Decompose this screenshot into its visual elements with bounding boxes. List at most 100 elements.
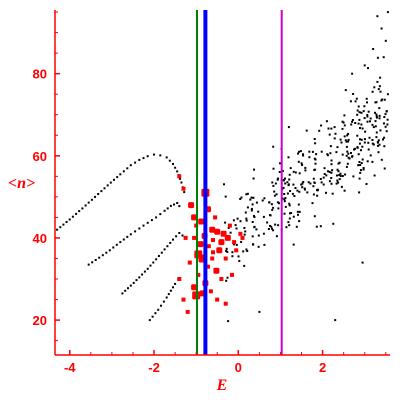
cloud-point xyxy=(380,27,383,30)
cloud-point xyxy=(243,227,246,229)
band-point xyxy=(172,163,174,165)
band-point xyxy=(115,243,118,246)
red-point xyxy=(177,277,182,281)
cloud-point xyxy=(312,177,315,180)
cloud-point xyxy=(284,205,287,208)
cloud-point xyxy=(363,138,366,141)
cloud-point xyxy=(330,159,333,162)
cloud-point xyxy=(225,249,228,252)
cloud-point xyxy=(334,319,337,322)
cloud-point xyxy=(284,177,286,180)
cloud-point xyxy=(329,145,332,148)
x-tick-label: -2 xyxy=(148,360,160,375)
cloud-point xyxy=(296,189,299,192)
cloud-point xyxy=(273,194,276,197)
cloud-point xyxy=(348,157,351,160)
cloud-point xyxy=(262,232,265,235)
cloud-point xyxy=(339,172,342,175)
cloud-point xyxy=(376,56,379,59)
band-point xyxy=(121,292,124,295)
cloud-point xyxy=(311,202,314,205)
band-point xyxy=(101,254,104,257)
cloud-point xyxy=(246,206,249,209)
red-point xyxy=(185,309,190,314)
cloud-point xyxy=(279,162,281,165)
cloud-point xyxy=(333,126,336,129)
cloud-point xyxy=(253,216,256,218)
red-point xyxy=(191,284,198,291)
band-point xyxy=(149,264,152,267)
cloud-point xyxy=(325,174,328,177)
cloud-point xyxy=(272,184,275,187)
band-point xyxy=(154,312,157,315)
axis-ticks: -4 -2 0 2 20 40 60 80 xyxy=(33,11,387,375)
cloud-point xyxy=(225,247,228,250)
band-point xyxy=(165,156,168,159)
cloud-point xyxy=(367,110,370,113)
cloud-point xyxy=(350,123,353,126)
red-point xyxy=(196,272,201,277)
cloud-point xyxy=(339,138,342,141)
cloud-point xyxy=(376,80,379,83)
band-point xyxy=(150,219,153,222)
cloud-point xyxy=(386,93,389,96)
cloud-point xyxy=(234,224,237,227)
band-point xyxy=(141,273,144,276)
cloud-point xyxy=(262,215,265,218)
cloud-point xyxy=(366,120,369,123)
cloud-point xyxy=(366,115,369,118)
cloud-point xyxy=(244,230,247,233)
band-point xyxy=(178,205,181,208)
cloud-point xyxy=(227,226,230,229)
cloud-point xyxy=(356,146,359,149)
cloud-point xyxy=(339,175,342,177)
cloud-point xyxy=(272,206,275,209)
cloud-point xyxy=(356,134,359,137)
cloud-point xyxy=(292,215,295,218)
band-point xyxy=(62,223,65,226)
cloud-point xyxy=(383,145,386,148)
cloud-point xyxy=(288,224,291,227)
cloud-point xyxy=(357,164,360,167)
band-point xyxy=(94,195,96,198)
cloud-point xyxy=(297,213,299,216)
cloud-point xyxy=(283,193,286,195)
cloud-point xyxy=(358,177,361,180)
cloud-point xyxy=(320,181,323,184)
cloud-point xyxy=(323,173,326,175)
cloud-point xyxy=(287,184,290,187)
band-point xyxy=(109,181,112,184)
band-point xyxy=(143,270,146,273)
cloud-point xyxy=(360,111,363,114)
band-point xyxy=(166,207,169,210)
cloud-point xyxy=(231,251,234,254)
cloud-point xyxy=(345,145,348,148)
cloud-point xyxy=(250,196,253,199)
red-point xyxy=(219,277,224,281)
cloud-point xyxy=(317,188,319,191)
cloud-point xyxy=(385,110,388,113)
cloud-point xyxy=(304,169,307,172)
cloud-point xyxy=(328,133,331,136)
cloud-point xyxy=(375,113,378,116)
cloud-point xyxy=(353,148,355,151)
cloud-point xyxy=(272,229,275,232)
red-point xyxy=(213,267,220,274)
cloud-point xyxy=(293,195,296,197)
band-point xyxy=(132,281,135,284)
band-point xyxy=(175,235,178,238)
cloud-point xyxy=(312,185,315,188)
cloud-point xyxy=(273,190,276,193)
cloud-point xyxy=(297,152,299,155)
band-point xyxy=(135,279,138,282)
cloud-point xyxy=(375,136,378,139)
cloud-point xyxy=(302,153,304,156)
red-point xyxy=(232,240,237,245)
red-point xyxy=(214,228,221,235)
red-point xyxy=(230,272,234,277)
band-point xyxy=(91,261,94,264)
cloud-point xyxy=(229,231,232,234)
cloud-point xyxy=(277,177,279,180)
band-point xyxy=(174,282,177,285)
cloud-point xyxy=(302,181,305,183)
